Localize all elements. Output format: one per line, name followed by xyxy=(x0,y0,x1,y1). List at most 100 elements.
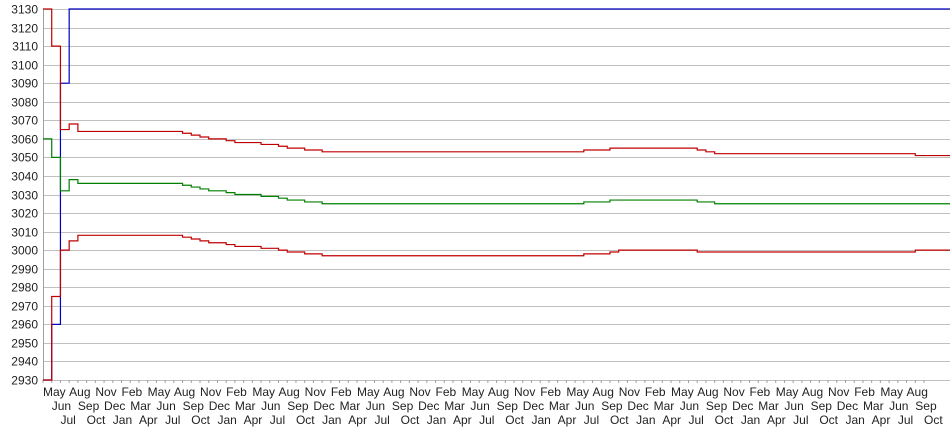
series-line-3 xyxy=(43,234,950,381)
x-tick-label: Feb xyxy=(226,385,247,399)
y-axis: 2930 2940 2950 2960 2970 2980 2990 3000 3010 3020… xyxy=(11,3,44,388)
y-tick-label: 3130 xyxy=(11,3,38,17)
x-tick-label: May xyxy=(252,385,275,399)
x-tick-label: Oct xyxy=(610,413,629,427)
x-tick-label: Aug xyxy=(383,385,404,399)
x-tick-label: Jun xyxy=(156,399,175,413)
x-tick-label: Jan xyxy=(322,413,341,427)
y-tick-label: 2930 xyxy=(11,374,38,388)
x-tick-label: Jul xyxy=(60,413,75,427)
x-tick-label: Jan xyxy=(113,413,132,427)
gridlines xyxy=(43,9,950,381)
x-tick-label: Mar xyxy=(130,399,151,413)
x-tick-label: Feb xyxy=(645,385,666,399)
x-tick-label: Jan xyxy=(741,413,760,427)
x-tick-label: Oct xyxy=(924,413,943,427)
y-tick-label: 2950 xyxy=(11,337,38,351)
x-tick-label: May xyxy=(880,385,903,399)
x-tick-label: Jul xyxy=(270,413,285,427)
series-lines xyxy=(43,8,950,381)
x-tick-label: Nov xyxy=(619,385,640,399)
x-tick-label: Dec xyxy=(837,399,858,413)
x-tick-label: Jun xyxy=(52,399,71,413)
x-tick-label: Apr xyxy=(558,413,577,427)
x-tick-label: Nov xyxy=(828,385,849,399)
y-tick-label: 3050 xyxy=(11,151,38,165)
x-tick-label: Oct xyxy=(87,413,106,427)
x-tick-label: Feb xyxy=(122,385,143,399)
x-tick-label: Aug xyxy=(802,385,823,399)
x-tick-label: Jun xyxy=(680,399,699,413)
x-tick-label: Oct xyxy=(401,413,420,427)
x-tick-label: Feb xyxy=(854,385,875,399)
x-tick-label: Jan xyxy=(845,413,864,427)
x-tick-label: Apr xyxy=(139,413,158,427)
x-tick-label: Dec xyxy=(104,399,125,413)
x-tick-label: Sep xyxy=(706,399,728,413)
y-tick-label: 3120 xyxy=(11,22,38,36)
x-tick-label: Aug xyxy=(697,385,718,399)
x-tick-label: May xyxy=(776,385,799,399)
x-tick-label: Sep xyxy=(811,399,833,413)
x-tick-label: Feb xyxy=(540,385,561,399)
x-tick-label: Mar xyxy=(654,399,675,413)
x-tick-label: Nov xyxy=(409,385,430,399)
x-tick-label: Dec xyxy=(209,399,230,413)
x-tick-label: Feb xyxy=(750,385,771,399)
x-axis: MayJunJulAugSepOctNovDecJanFebMarAprMayJ… xyxy=(42,380,943,427)
x-tick-label: May xyxy=(148,385,171,399)
x-tick-label: Feb xyxy=(331,385,352,399)
x-tick-label: Jul xyxy=(165,413,180,427)
x-tick-label: Dec xyxy=(313,399,334,413)
x-tick-label: Aug xyxy=(69,385,90,399)
y-tick-label: 2990 xyxy=(11,263,38,277)
x-tick-label: Apr xyxy=(348,413,367,427)
x-tick-label: Jul xyxy=(479,413,494,427)
x-tick-label: Apr xyxy=(453,413,472,427)
x-tick-label: Sep xyxy=(915,399,937,413)
y-tick-label: 3080 xyxy=(11,96,38,110)
series-line-2 xyxy=(43,138,950,205)
x-tick-label: Sep xyxy=(183,399,205,413)
x-tick-label: Jul xyxy=(688,413,703,427)
y-tick-label: 3100 xyxy=(11,59,38,73)
series-line-1 xyxy=(43,8,950,157)
y-tick-label: 3020 xyxy=(11,207,38,221)
x-tick-label: Sep xyxy=(392,399,414,413)
x-tick-label: Apr xyxy=(767,413,786,427)
x-tick-label: Jul xyxy=(374,413,389,427)
x-tick-label: Nov xyxy=(200,385,221,399)
x-tick-label: Mar xyxy=(863,399,884,413)
x-tick-label: Jul xyxy=(898,413,913,427)
x-tick-label: May xyxy=(566,385,589,399)
x-tick-label: Dec xyxy=(523,399,544,413)
x-tick-label: Mar xyxy=(235,399,256,413)
x-tick-label: Oct xyxy=(191,413,210,427)
y-tick-label: 3060 xyxy=(11,133,38,147)
y-tick-label: 3040 xyxy=(11,170,38,184)
x-tick-label: May xyxy=(671,385,694,399)
series-line-0 xyxy=(43,8,950,381)
x-tick-label: Aug xyxy=(174,385,195,399)
x-tick-label: Jun xyxy=(261,399,280,413)
x-tick-label: May xyxy=(43,385,66,399)
x-tick-label: Jun xyxy=(784,399,803,413)
y-tick-label: 3030 xyxy=(11,189,38,203)
x-tick-label: Jan xyxy=(427,413,446,427)
x-tick-label: Aug xyxy=(907,385,928,399)
x-tick-label: Oct xyxy=(505,413,524,427)
x-tick-label: Nov xyxy=(723,385,744,399)
y-tick-label: 2940 xyxy=(11,355,38,369)
y-tick-label: 3090 xyxy=(11,77,38,91)
x-tick-label: Dec xyxy=(627,399,648,413)
y-tick-label: 2980 xyxy=(11,281,38,295)
x-tick-label: Mar xyxy=(340,399,361,413)
x-tick-label: Dec xyxy=(418,399,439,413)
y-tick-label: 3110 xyxy=(12,40,38,54)
x-tick-label: Sep xyxy=(497,399,519,413)
x-tick-label: Oct xyxy=(819,413,838,427)
y-tick-label: 3070 xyxy=(11,114,38,128)
x-tick-label: Aug xyxy=(279,385,300,399)
x-tick-label: Mar xyxy=(549,399,570,413)
